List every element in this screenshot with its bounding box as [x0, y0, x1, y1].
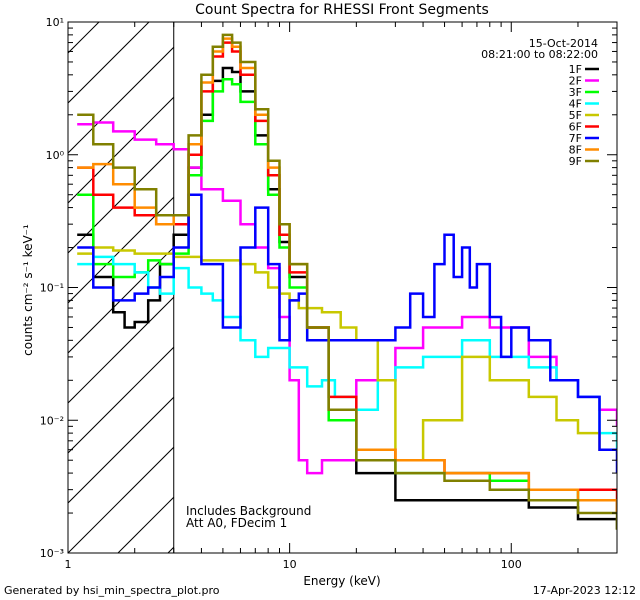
y-tick-label: 10⁻³ — [40, 547, 64, 560]
footer-generated-by: Generated by hsi_min_spectra_plot.pro — [4, 584, 220, 597]
hatch-line — [68, 146, 174, 254]
hatch-line — [68, 396, 174, 504]
time-range-label: 08:21:00 to 08:22:00 — [481, 48, 598, 61]
x-tick-label: 1 — [65, 558, 72, 571]
legend-label-8f: 8F — [569, 144, 582, 157]
date-label: 15-Oct-2014 — [529, 37, 598, 50]
series-line-8f — [77, 37, 617, 513]
x-axis-ticks: 1 10 100 — [65, 22, 618, 571]
footer-timestamp: 17-Apr-2023 12:12 — [532, 584, 636, 597]
y-tick-label: 10⁻² — [40, 414, 64, 427]
series-line-9f — [77, 33, 617, 530]
legend-label-2f: 2F — [569, 75, 582, 88]
y-axis-label: counts cm⁻² s⁻¹ keV⁻¹ — [21, 224, 35, 356]
y-tick-label: 10⁻¹ — [40, 282, 64, 295]
x-tick-label: 100 — [501, 558, 522, 571]
hatch-line — [68, 446, 174, 553]
legend-label-9f: 9F — [569, 155, 582, 168]
legend-label-1f: 1F — [569, 63, 582, 76]
hatch-line — [117, 496, 174, 553]
legend-label-7f: 7F — [569, 132, 582, 145]
legend-label-5f: 5F — [569, 109, 582, 122]
annotation-background: Includes Background — [186, 504, 311, 518]
x-tick-label: 10 — [283, 558, 297, 571]
chart-title: Count Spectra for RHESSI Front Segments — [195, 2, 489, 18]
y-tick-label: 10¹ — [46, 16, 64, 29]
series-group — [77, 33, 617, 530]
annotation-attenuator: Att A0, FDecim 1 — [186, 516, 287, 530]
y-axis-ticks: 10⁻³ 10⁻² 10⁻¹ 10⁰ 10¹ — [40, 16, 617, 560]
hatch-line — [68, 196, 174, 304]
hatch-line — [68, 296, 174, 404]
legend-label-4f: 4F — [569, 98, 582, 111]
legend-label-3f: 3F — [569, 86, 582, 99]
hatch-line — [68, 346, 174, 454]
x-axis-label: Energy (keV) — [303, 574, 380, 588]
hatch-line — [68, 46, 174, 154]
series-line-4f — [77, 255, 617, 450]
series-line-7f — [77, 193, 617, 474]
y-tick-label: 10⁰ — [46, 149, 65, 162]
series-line-5f — [77, 246, 617, 462]
legend-label-6f: 6F — [569, 121, 582, 134]
hatch-line — [68, 22, 150, 104]
